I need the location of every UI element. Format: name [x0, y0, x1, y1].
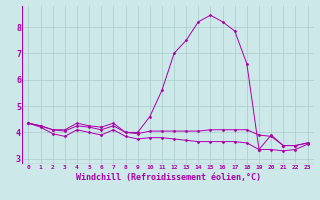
X-axis label: Windchill (Refroidissement éolien,°C): Windchill (Refroidissement éolien,°C) — [76, 173, 260, 182]
